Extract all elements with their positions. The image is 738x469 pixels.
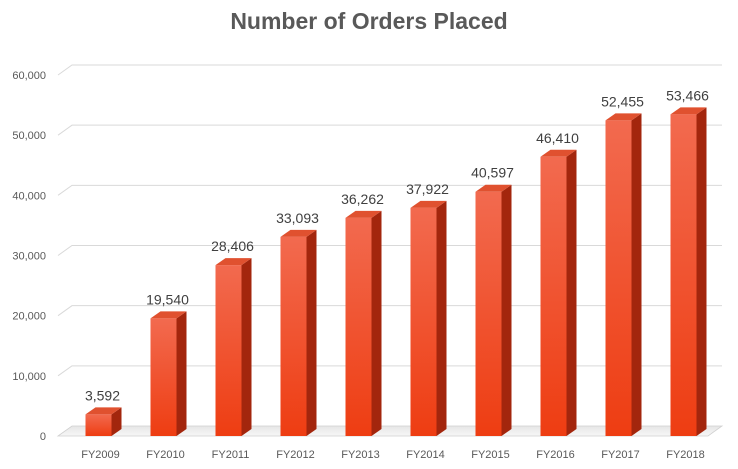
bar-front — [85, 414, 112, 436]
bar-front — [540, 156, 567, 437]
bar — [150, 311, 187, 436]
y-tick-label: 50,000 — [12, 130, 46, 142]
bar-top — [410, 200, 447, 208]
bar-side — [566, 149, 577, 437]
x-tick-label: FY2015 — [471, 449, 510, 461]
bar-top — [215, 258, 252, 266]
bar-top — [150, 311, 187, 319]
bar-front — [150, 318, 177, 436]
x-tick-label: FY2014 — [406, 449, 445, 461]
data-label: 28,406 — [211, 238, 254, 254]
data-label: 3,592 — [85, 387, 120, 403]
x-tick-label: FY2017 — [601, 449, 640, 461]
bar-top — [605, 113, 642, 121]
y-tick-label: 40,000 — [12, 190, 46, 202]
data-label: 53,466 — [666, 87, 709, 103]
bar — [670, 107, 707, 436]
data-label: 52,455 — [601, 93, 644, 109]
bar-front — [280, 236, 307, 436]
bar-top — [670, 107, 707, 115]
bar — [215, 258, 252, 436]
bar — [540, 149, 577, 437]
y-tick-label: 20,000 — [12, 311, 46, 323]
bar-side — [371, 210, 382, 436]
gridline — [57, 64, 722, 76]
data-label: 40,597 — [471, 165, 514, 181]
data-label: 46,410 — [536, 130, 579, 146]
bar-top — [85, 407, 122, 415]
bar-side — [111, 407, 122, 436]
bar — [605, 113, 642, 436]
bar-top — [280, 229, 317, 237]
bar-front — [670, 114, 697, 436]
bar-top — [345, 210, 382, 218]
x-tick-label: FY2016 — [536, 449, 575, 461]
data-label: 36,262 — [341, 191, 384, 207]
x-tick-label: FY2012 — [276, 449, 315, 461]
x-tick-label: FY2013 — [341, 449, 380, 461]
bar-side — [241, 258, 252, 436]
bar — [280, 229, 317, 436]
bar-front — [410, 207, 437, 436]
bar-side — [501, 184, 512, 436]
x-tick-label: FY2018 — [666, 449, 705, 461]
bar-side — [306, 229, 317, 436]
x-tick-label: FY2009 — [81, 449, 120, 461]
bar-side — [176, 311, 187, 436]
bar-side — [631, 113, 642, 436]
data-label: 19,540 — [146, 291, 189, 307]
y-tick-label: 30,000 — [12, 251, 46, 263]
bar — [410, 200, 447, 436]
data-label: 33,093 — [276, 210, 319, 226]
bar-top — [475, 184, 512, 192]
x-tick-label: FY2010 — [146, 449, 185, 461]
bar-top — [540, 149, 577, 157]
bar — [345, 210, 382, 436]
y-tick-label: 10,000 — [12, 371, 46, 383]
y-tick-label: 60,000 — [12, 70, 46, 82]
x-tick-label: FY2011 — [212, 449, 250, 461]
bar-side — [696, 107, 707, 436]
data-label: 37,922 — [406, 181, 449, 197]
bar-front — [475, 191, 502, 436]
gridline — [57, 124, 722, 136]
bar-side — [436, 200, 447, 436]
y-tick-label: 0 — [40, 431, 46, 443]
bar-front — [215, 265, 242, 436]
bar — [475, 184, 512, 436]
bar — [85, 407, 122, 436]
bar-front — [345, 217, 372, 436]
chart-title: Number of Orders Placed — [230, 8, 508, 34]
bar-front — [605, 120, 632, 436]
